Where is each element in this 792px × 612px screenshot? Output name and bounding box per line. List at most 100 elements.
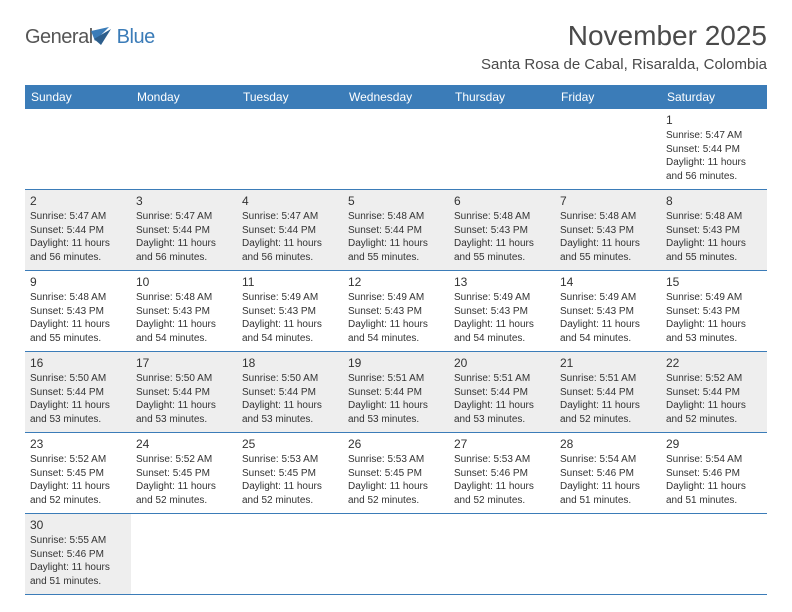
logo-text-general: General xyxy=(25,26,93,49)
calendar-cell: 29Sunrise: 5:54 AMSunset: 5:46 PMDayligh… xyxy=(661,433,767,514)
calendar-cell: 27Sunrise: 5:53 AMSunset: 5:46 PMDayligh… xyxy=(449,433,555,514)
calendar-cell-empty xyxy=(555,514,661,595)
sunrise-text: Sunrise: 5:49 AM xyxy=(666,291,762,305)
daylight-text: Daylight: 11 hours and 52 minutes. xyxy=(136,480,232,507)
sunset-text: Sunset: 5:44 PM xyxy=(30,386,126,400)
weekday-header: Thursday xyxy=(449,85,555,109)
sunrise-text: Sunrise: 5:48 AM xyxy=(136,291,232,305)
daylight-text: Daylight: 11 hours and 56 minutes. xyxy=(242,237,338,264)
sunset-text: Sunset: 5:44 PM xyxy=(666,143,762,157)
day-number: 21 xyxy=(560,355,656,371)
calendar-cell: 8Sunrise: 5:48 AMSunset: 5:43 PMDaylight… xyxy=(661,190,767,271)
daylight-text: Daylight: 11 hours and 54 minutes. xyxy=(242,318,338,345)
sunset-text: Sunset: 5:43 PM xyxy=(348,305,444,319)
day-number: 22 xyxy=(666,355,762,371)
daylight-text: Daylight: 11 hours and 51 minutes. xyxy=(666,480,762,507)
table-row: 9Sunrise: 5:48 AMSunset: 5:43 PMDaylight… xyxy=(25,271,767,352)
calendar-cell: 13Sunrise: 5:49 AMSunset: 5:43 PMDayligh… xyxy=(449,271,555,352)
calendar-cell: 5Sunrise: 5:48 AMSunset: 5:44 PMDaylight… xyxy=(343,190,449,271)
day-number: 19 xyxy=(348,355,444,371)
calendar-cell: 18Sunrise: 5:50 AMSunset: 5:44 PMDayligh… xyxy=(237,352,343,433)
sunset-text: Sunset: 5:44 PM xyxy=(30,224,126,238)
day-number: 4 xyxy=(242,193,338,209)
daylight-text: Daylight: 11 hours and 51 minutes. xyxy=(30,561,126,588)
daylight-text: Daylight: 11 hours and 55 minutes. xyxy=(666,237,762,264)
day-number: 10 xyxy=(136,274,232,290)
weekday-header: Tuesday xyxy=(237,85,343,109)
daylight-text: Daylight: 11 hours and 51 minutes. xyxy=(560,480,656,507)
calendar-cell-empty xyxy=(237,109,343,190)
sunset-text: Sunset: 5:43 PM xyxy=(666,305,762,319)
calendar-cell: 1Sunrise: 5:47 AMSunset: 5:44 PMDaylight… xyxy=(661,109,767,190)
calendar-cell: 23Sunrise: 5:52 AMSunset: 5:45 PMDayligh… xyxy=(25,433,131,514)
day-number: 25 xyxy=(242,436,338,452)
calendar-cell: 6Sunrise: 5:48 AMSunset: 5:43 PMDaylight… xyxy=(449,190,555,271)
calendar-cell: 26Sunrise: 5:53 AMSunset: 5:45 PMDayligh… xyxy=(343,433,449,514)
daylight-text: Daylight: 11 hours and 53 minutes. xyxy=(30,399,126,426)
daylight-text: Daylight: 11 hours and 52 minutes. xyxy=(30,480,126,507)
day-number: 17 xyxy=(136,355,232,371)
day-number: 3 xyxy=(136,193,232,209)
calendar-cell-empty xyxy=(449,109,555,190)
weekday-header: Monday xyxy=(131,85,237,109)
sunrise-text: Sunrise: 5:53 AM xyxy=(348,453,444,467)
calendar-cell: 20Sunrise: 5:51 AMSunset: 5:44 PMDayligh… xyxy=(449,352,555,433)
sunset-text: Sunset: 5:43 PM xyxy=(560,224,656,238)
sunset-text: Sunset: 5:45 PM xyxy=(242,467,338,481)
calendar-cell: 9Sunrise: 5:48 AMSunset: 5:43 PMDaylight… xyxy=(25,271,131,352)
sunrise-text: Sunrise: 5:52 AM xyxy=(136,453,232,467)
sunset-text: Sunset: 5:44 PM xyxy=(560,386,656,400)
day-number: 14 xyxy=(560,274,656,290)
calendar-cell: 28Sunrise: 5:54 AMSunset: 5:46 PMDayligh… xyxy=(555,433,661,514)
logo-text-blue: Blue xyxy=(117,26,155,49)
table-row: 16Sunrise: 5:50 AMSunset: 5:44 PMDayligh… xyxy=(25,352,767,433)
daylight-text: Daylight: 11 hours and 53 minutes. xyxy=(348,399,444,426)
sunset-text: Sunset: 5:43 PM xyxy=(136,305,232,319)
sunrise-text: Sunrise: 5:47 AM xyxy=(136,210,232,224)
table-row: 30Sunrise: 5:55 AMSunset: 5:46 PMDayligh… xyxy=(25,514,767,595)
sunrise-text: Sunrise: 5:52 AM xyxy=(30,453,126,467)
daylight-text: Daylight: 11 hours and 52 minutes. xyxy=(560,399,656,426)
sunset-text: Sunset: 5:46 PM xyxy=(666,467,762,481)
calendar-cell: 22Sunrise: 5:52 AMSunset: 5:44 PMDayligh… xyxy=(661,352,767,433)
day-number: 13 xyxy=(454,274,550,290)
calendar-cell: 30Sunrise: 5:55 AMSunset: 5:46 PMDayligh… xyxy=(25,514,131,595)
weekday-header: Friday xyxy=(555,85,661,109)
daylight-text: Daylight: 11 hours and 55 minutes. xyxy=(30,318,126,345)
day-number: 18 xyxy=(242,355,338,371)
sunrise-text: Sunrise: 5:48 AM xyxy=(560,210,656,224)
day-number: 24 xyxy=(136,436,232,452)
sunset-text: Sunset: 5:44 PM xyxy=(136,386,232,400)
calendar-cell-empty xyxy=(449,514,555,595)
calendar-table: SundayMondayTuesdayWednesdayThursdayFrid… xyxy=(25,85,767,595)
sunset-text: Sunset: 5:44 PM xyxy=(666,386,762,400)
calendar-cell: 21Sunrise: 5:51 AMSunset: 5:44 PMDayligh… xyxy=(555,352,661,433)
sunrise-text: Sunrise: 5:49 AM xyxy=(242,291,338,305)
sunset-text: Sunset: 5:46 PM xyxy=(560,467,656,481)
day-number: 20 xyxy=(454,355,550,371)
sunrise-text: Sunrise: 5:53 AM xyxy=(454,453,550,467)
calendar-body: 1Sunrise: 5:47 AMSunset: 5:44 PMDaylight… xyxy=(25,109,767,595)
calendar-cell-empty xyxy=(555,109,661,190)
sunrise-text: Sunrise: 5:48 AM xyxy=(30,291,126,305)
sunrise-text: Sunrise: 5:51 AM xyxy=(348,372,444,386)
sunset-text: Sunset: 5:46 PM xyxy=(454,467,550,481)
sunrise-text: Sunrise: 5:48 AM xyxy=(348,210,444,224)
calendar-cell: 15Sunrise: 5:49 AMSunset: 5:43 PMDayligh… xyxy=(661,271,767,352)
calendar-cell-empty xyxy=(25,109,131,190)
sunrise-text: Sunrise: 5:49 AM xyxy=(348,291,444,305)
daylight-text: Daylight: 11 hours and 52 minutes. xyxy=(348,480,444,507)
day-number: 28 xyxy=(560,436,656,452)
day-number: 12 xyxy=(348,274,444,290)
calendar-cell: 25Sunrise: 5:53 AMSunset: 5:45 PMDayligh… xyxy=(237,433,343,514)
calendar-cell-empty xyxy=(131,109,237,190)
sunrise-text: Sunrise: 5:48 AM xyxy=(666,210,762,224)
title-block: November 2025 Santa Rosa de Cabal, Risar… xyxy=(481,20,767,73)
calendar-cell: 4Sunrise: 5:47 AMSunset: 5:44 PMDaylight… xyxy=(237,190,343,271)
sunrise-text: Sunrise: 5:54 AM xyxy=(560,453,656,467)
calendar-cell: 17Sunrise: 5:50 AMSunset: 5:44 PMDayligh… xyxy=(131,352,237,433)
header: General Blue November 2025 Santa Rosa de… xyxy=(25,20,767,73)
calendar-cell: 14Sunrise: 5:49 AMSunset: 5:43 PMDayligh… xyxy=(555,271,661,352)
daylight-text: Daylight: 11 hours and 54 minutes. xyxy=(560,318,656,345)
sunset-text: Sunset: 5:44 PM xyxy=(454,386,550,400)
